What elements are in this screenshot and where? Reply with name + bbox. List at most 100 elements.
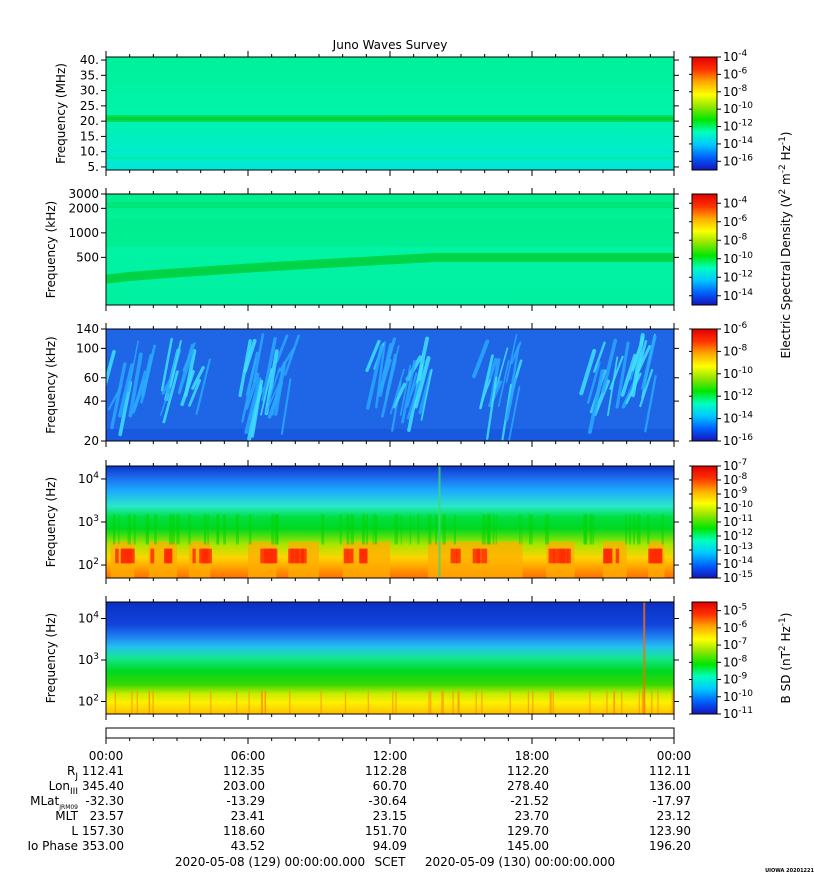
colorbar-tick-label: 10-10 bbox=[723, 101, 753, 116]
burst-streak bbox=[106, 349, 116, 389]
green-streak bbox=[176, 514, 180, 545]
colorbar-tick-label: 10-6 bbox=[723, 321, 748, 336]
burst-streak bbox=[169, 340, 182, 388]
burst-streak bbox=[507, 386, 521, 441]
hot-core bbox=[603, 548, 609, 564]
hot-core bbox=[343, 548, 349, 564]
burst-streak bbox=[133, 370, 147, 409]
green-streak bbox=[519, 514, 521, 545]
impulse bbox=[264, 690, 267, 714]
hot-core bbox=[481, 548, 488, 564]
y-tick-label: 104 bbox=[78, 471, 99, 486]
colorbar-tick-label: 10-16 bbox=[723, 153, 753, 168]
impulse bbox=[452, 690, 454, 714]
colorbar-tick-label: 10-10 bbox=[723, 689, 753, 704]
colorbar-tick-label: 10-8 bbox=[723, 343, 748, 358]
burst-streak bbox=[641, 335, 657, 390]
burst-streak bbox=[243, 338, 257, 373]
ephemeris-value: 112.20 bbox=[507, 764, 549, 778]
ephemeris-value: 60.70 bbox=[373, 779, 407, 793]
burst-streak bbox=[620, 353, 637, 397]
green-streak bbox=[486, 514, 491, 545]
bg bbox=[106, 602, 674, 714]
burst-streak bbox=[505, 334, 518, 383]
ephemeris-value: -13.29 bbox=[226, 794, 265, 808]
colorbar-khz-high: 10-4 10-6 10-8 10-10 10-12 10-14 bbox=[689, 193, 753, 306]
impulse bbox=[289, 690, 291, 714]
colorbar-tick-label: 10-7 bbox=[723, 637, 747, 652]
green-streak bbox=[147, 514, 149, 545]
green-streak bbox=[188, 514, 191, 545]
rising-emission bbox=[106, 252, 674, 284]
colorbar-tick-label: 10-8 bbox=[723, 232, 748, 247]
footer-end-time: 2020-05-09 (130) 00:00:00.000 bbox=[425, 855, 615, 869]
burst-streak bbox=[579, 348, 597, 396]
green-streak bbox=[453, 514, 456, 545]
impulse bbox=[236, 690, 238, 714]
footer-stamp: UIOWA 20201221 bbox=[765, 868, 814, 874]
hot-core bbox=[558, 548, 566, 564]
burst-streak bbox=[191, 365, 205, 390]
green-streak bbox=[271, 514, 275, 545]
impulse bbox=[613, 690, 615, 714]
ephemeris-value: 123.90 bbox=[649, 824, 691, 838]
y-tick-label: 1000 bbox=[68, 226, 99, 240]
colorbar-tick-label: 10-16 bbox=[723, 433, 753, 448]
ephemeris-value: 151.70 bbox=[365, 824, 407, 838]
hot-core bbox=[548, 548, 555, 564]
burst-streak bbox=[267, 381, 284, 419]
impulse bbox=[457, 690, 459, 714]
hot-core bbox=[604, 548, 613, 564]
y-axis-label: Frequency (MHz) bbox=[54, 63, 68, 164]
impulse bbox=[621, 690, 623, 714]
y-tick-label: 102 bbox=[78, 694, 99, 709]
burst-streak bbox=[497, 360, 510, 407]
colorbar-tick-label: 10-7 bbox=[723, 458, 747, 473]
green-streak bbox=[276, 514, 278, 545]
green-streak bbox=[169, 514, 173, 545]
burst-streak bbox=[391, 380, 402, 432]
impulse bbox=[458, 690, 460, 714]
colorbar-khz-low: 10-6 10-8 10-10 10-12 10-14 10-16 bbox=[689, 321, 753, 448]
colorbar-tick-label: 10-11 bbox=[723, 514, 753, 529]
ephemeris-value: 23.57 bbox=[90, 809, 124, 823]
impulse bbox=[509, 690, 511, 714]
burst-streak bbox=[401, 359, 416, 424]
figure-title: Juno Waves Survey bbox=[332, 38, 448, 52]
ephemeris-label: L bbox=[71, 824, 78, 838]
burst-streak bbox=[195, 358, 211, 415]
spectrogram-hz-b bbox=[106, 602, 674, 714]
hot-core bbox=[291, 548, 299, 564]
green-streak bbox=[417, 514, 420, 545]
green-streak bbox=[145, 514, 149, 545]
y-axis-label: Frequency (kHz) bbox=[44, 201, 58, 298]
green-streak bbox=[583, 514, 587, 545]
impulse bbox=[527, 690, 529, 714]
y-axis-label: Frequency (kHz) bbox=[44, 336, 58, 433]
hot-core bbox=[658, 548, 662, 564]
hot-core bbox=[363, 548, 368, 564]
green-streak bbox=[223, 514, 226, 545]
electric-colorbar-title: Electric Spectral Density (V2 m-2 Hz-1) bbox=[778, 131, 793, 358]
impulse bbox=[261, 690, 263, 714]
hot-core bbox=[302, 548, 307, 564]
hot-core bbox=[566, 548, 571, 564]
burst-streak bbox=[188, 379, 202, 407]
burst-streak bbox=[244, 372, 260, 410]
impulse bbox=[367, 690, 369, 714]
impulse bbox=[189, 690, 191, 714]
colorbar-tick-label: 10-10 bbox=[723, 500, 753, 515]
burst-streak bbox=[275, 334, 289, 363]
impulse bbox=[441, 690, 443, 714]
hot-core bbox=[268, 548, 272, 564]
colorbar-tick-label: 10-14 bbox=[723, 556, 753, 571]
impulse bbox=[442, 690, 444, 714]
colorbar-gradient bbox=[691, 328, 718, 442]
y-tick-label: 10. bbox=[80, 145, 99, 159]
colorbars: 10-4 10-6 10-8 10-10 10-12 10-14 10-16 10-4 10-6… bbox=[689, 49, 753, 721]
impulse bbox=[210, 690, 212, 714]
impulse bbox=[344, 690, 347, 714]
colorbar-tick-label: 10-11 bbox=[723, 706, 753, 721]
green-streak bbox=[435, 514, 438, 545]
impulse bbox=[641, 690, 643, 714]
